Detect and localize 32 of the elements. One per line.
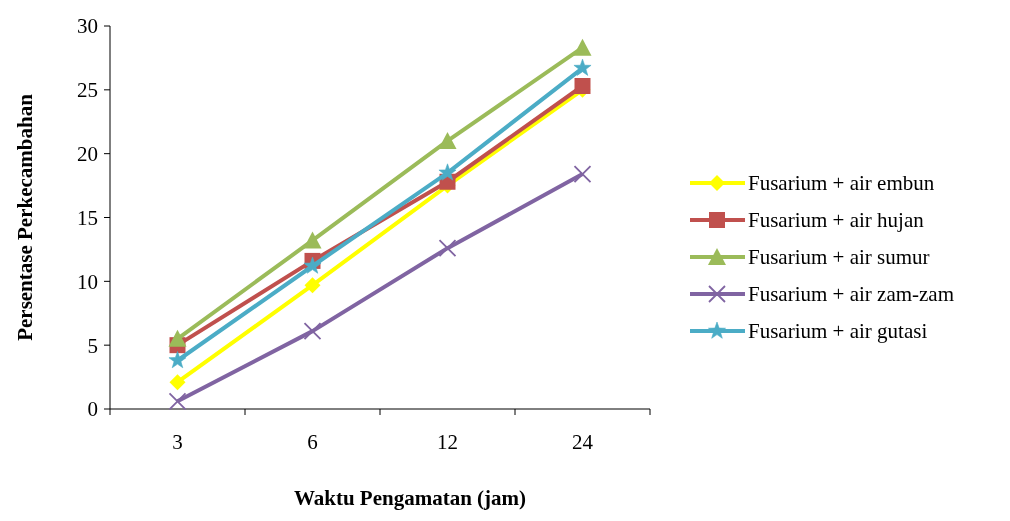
- point: [168, 329, 187, 347]
- y-tick-label: 30: [77, 14, 98, 39]
- y-tick-label: 15: [77, 205, 98, 230]
- y-axis-title: Persentase Perkecambahan: [13, 93, 37, 341]
- point: [168, 351, 187, 369]
- legend-label: Fusarium + air hujan: [748, 208, 925, 233]
- point: [169, 374, 186, 391]
- legend-label: Fusarium + air zam-zam: [748, 282, 955, 307]
- point: [438, 163, 457, 181]
- x-axis-title: Waktu Pengamatan (jam): [293, 486, 527, 510]
- point: [438, 131, 457, 149]
- y-tick-label: 0: [87, 397, 98, 422]
- legend-label: Fusarium + air embun: [748, 171, 935, 196]
- point: [573, 165, 592, 183]
- y-tick-label: 10: [77, 269, 98, 294]
- point: [303, 322, 322, 341]
- x-tick-label: 12: [437, 430, 458, 454]
- x-tick-label: 3: [172, 430, 183, 454]
- legend-label: Fusarium + air gutasi: [748, 319, 928, 344]
- legend-label: Fusarium + air sumur: [748, 245, 930, 270]
- point: [168, 392, 187, 411]
- point: [303, 231, 322, 249]
- x-tick-label: 6: [307, 430, 318, 454]
- x-tick-label: 24: [572, 430, 594, 454]
- point: [438, 239, 457, 258]
- y-tick-label: 25: [77, 78, 98, 103]
- point: [304, 277, 321, 294]
- point: [303, 256, 322, 274]
- y-tick-label: 5: [87, 333, 98, 358]
- y-tick-label: 20: [77, 142, 98, 167]
- point: [573, 38, 592, 56]
- point: [573, 58, 592, 76]
